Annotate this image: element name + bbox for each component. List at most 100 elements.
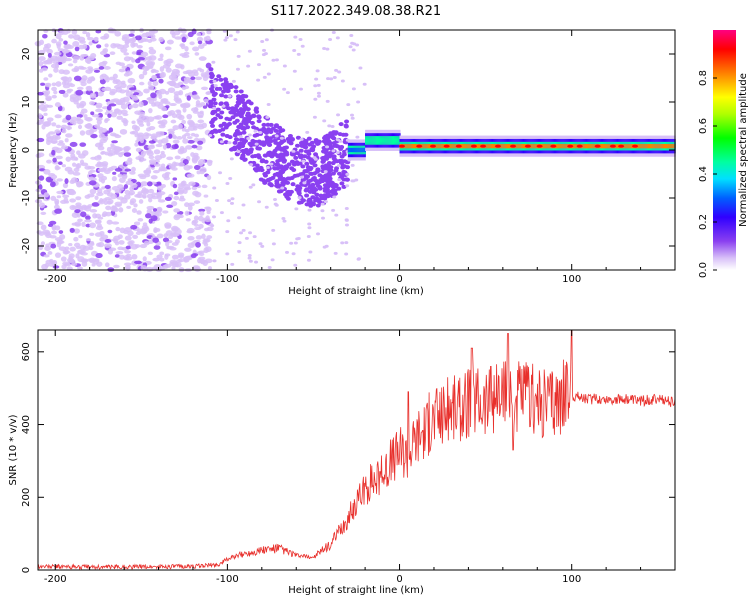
spectrogram-cell (262, 171, 268, 176)
spectrogram-band-cell (369, 138, 371, 143)
spectrogram-cell (317, 185, 323, 190)
spectrogram-cell (331, 30, 336, 34)
spectrogram-cell (129, 198, 137, 204)
spectrogram-cell (344, 177, 350, 182)
spectrogram-cell (114, 203, 122, 208)
spectrogram-cell (224, 116, 230, 121)
spectrogram-peak (576, 144, 583, 148)
spectrogram-cell (61, 164, 66, 168)
spectrogram-cell (150, 135, 157, 140)
spectrogram-cell (308, 159, 314, 164)
spectrogram-cell (131, 96, 139, 101)
spectrogram-cell (99, 168, 106, 173)
spectrogram-band-cell (665, 144, 667, 149)
spectrogram-cell (192, 110, 200, 114)
spectrogram-cell (313, 84, 318, 88)
spectrogram-cell (350, 163, 355, 167)
spectrogram-cell (160, 150, 165, 155)
spectrogram-cell (55, 155, 63, 160)
spectrogram-cell (240, 109, 246, 114)
spectrogram-cell (355, 135, 360, 139)
spectrogram-cell (139, 244, 147, 249)
spectrogram-band-cell (560, 144, 563, 149)
spectrogram-cell (162, 210, 169, 214)
spectrogram-cell (178, 114, 185, 121)
y-tick-label: 10 (21, 96, 32, 109)
spectrogram-band-cell (381, 138, 384, 143)
spectrogram-cell (197, 119, 205, 124)
spectrogram-cell (106, 105, 112, 111)
spectrogram-cell (152, 257, 160, 262)
spectrogram-cell (151, 266, 157, 270)
spectrogram-cell (95, 219, 102, 225)
spectrogram-band-cell (424, 144, 426, 149)
spectrogram-cell (50, 195, 57, 201)
spectrogram-cell (233, 38, 238, 42)
spectrogram-cell (182, 159, 189, 165)
spectrogram-cell (36, 121, 42, 126)
spectrogram-cell (80, 108, 88, 114)
spectrogram-cell (191, 69, 199, 73)
spectrogram-cell (314, 77, 319, 81)
spectrogram-cell (199, 102, 206, 107)
spectrogram-cell (84, 194, 91, 199)
spectrogram-band-cell (372, 138, 374, 143)
spectrogram-cell (331, 154, 337, 159)
spectrogram-band-cell (390, 138, 393, 143)
spectrogram-cell (286, 162, 292, 167)
spectrogram-cell (88, 41, 93, 46)
spectrogram-band-cell (574, 144, 576, 149)
snr-y-label: SNR (10 * v/v) (8, 414, 19, 485)
spectrogram-cell (297, 161, 303, 166)
spectrogram-cell (198, 44, 205, 49)
spectrogram-cell (203, 194, 209, 198)
spectrogram-cell (128, 104, 134, 109)
spectrogram-cell (38, 60, 44, 67)
spectrogram-cell (75, 202, 82, 207)
spectrogram-cell (54, 208, 63, 214)
spectrogram-cell (38, 244, 44, 251)
spectrogram-cell (147, 81, 152, 86)
spectrogram-cell (36, 230, 42, 235)
spectrogram-cell (173, 72, 180, 77)
spectrogram-cell (76, 116, 81, 121)
spectrogram-band-cell (565, 144, 568, 149)
spectrogram-cell (223, 101, 229, 106)
spectrogram-cell (105, 76, 110, 83)
spectrogram-cell (339, 158, 345, 163)
spectrogram-cell (88, 180, 97, 186)
spectrogram-band-cell (469, 144, 472, 149)
spectrogram-cell (69, 204, 77, 211)
spectrogram-cell (309, 147, 315, 152)
spectrogram-cell (114, 134, 122, 139)
spectrogram-cell (177, 162, 185, 167)
spectrogram-cell (74, 223, 81, 227)
spectrogram-cell (314, 181, 320, 186)
spectrogram-band-cell (583, 144, 585, 149)
spectrogram-cell (304, 202, 310, 207)
spectrogram-cell (68, 242, 73, 247)
spectrogram-cell (274, 179, 280, 184)
spectrogram-cell (89, 209, 98, 213)
spectrogram-band-cell (647, 144, 649, 149)
spectrogram-cell (196, 32, 202, 37)
spectrogram-cell (176, 188, 185, 194)
spectrogram-cell (115, 251, 124, 255)
spectrogram-cell (137, 111, 146, 116)
spectrogram-cell (156, 233, 164, 239)
spectrogram-cell (40, 241, 45, 246)
spectrogram-cell (146, 127, 151, 132)
spectrogram-cell (95, 117, 103, 121)
spectrogram-band-cell (376, 138, 378, 143)
spectrogram-cell (148, 55, 157, 61)
spectrogram-cell (54, 102, 61, 108)
spectrogram-cell (125, 70, 133, 76)
spectrogram-cell (137, 120, 144, 125)
spectrogram-cell (53, 90, 58, 95)
spectrogram-cell (262, 48, 267, 52)
spectrogram-cell (118, 68, 126, 73)
spectrogram-cell (69, 141, 78, 147)
spectrogram-cell (45, 95, 52, 102)
spectrogram-cell (87, 66, 93, 70)
spectrogram-cell (204, 258, 213, 264)
